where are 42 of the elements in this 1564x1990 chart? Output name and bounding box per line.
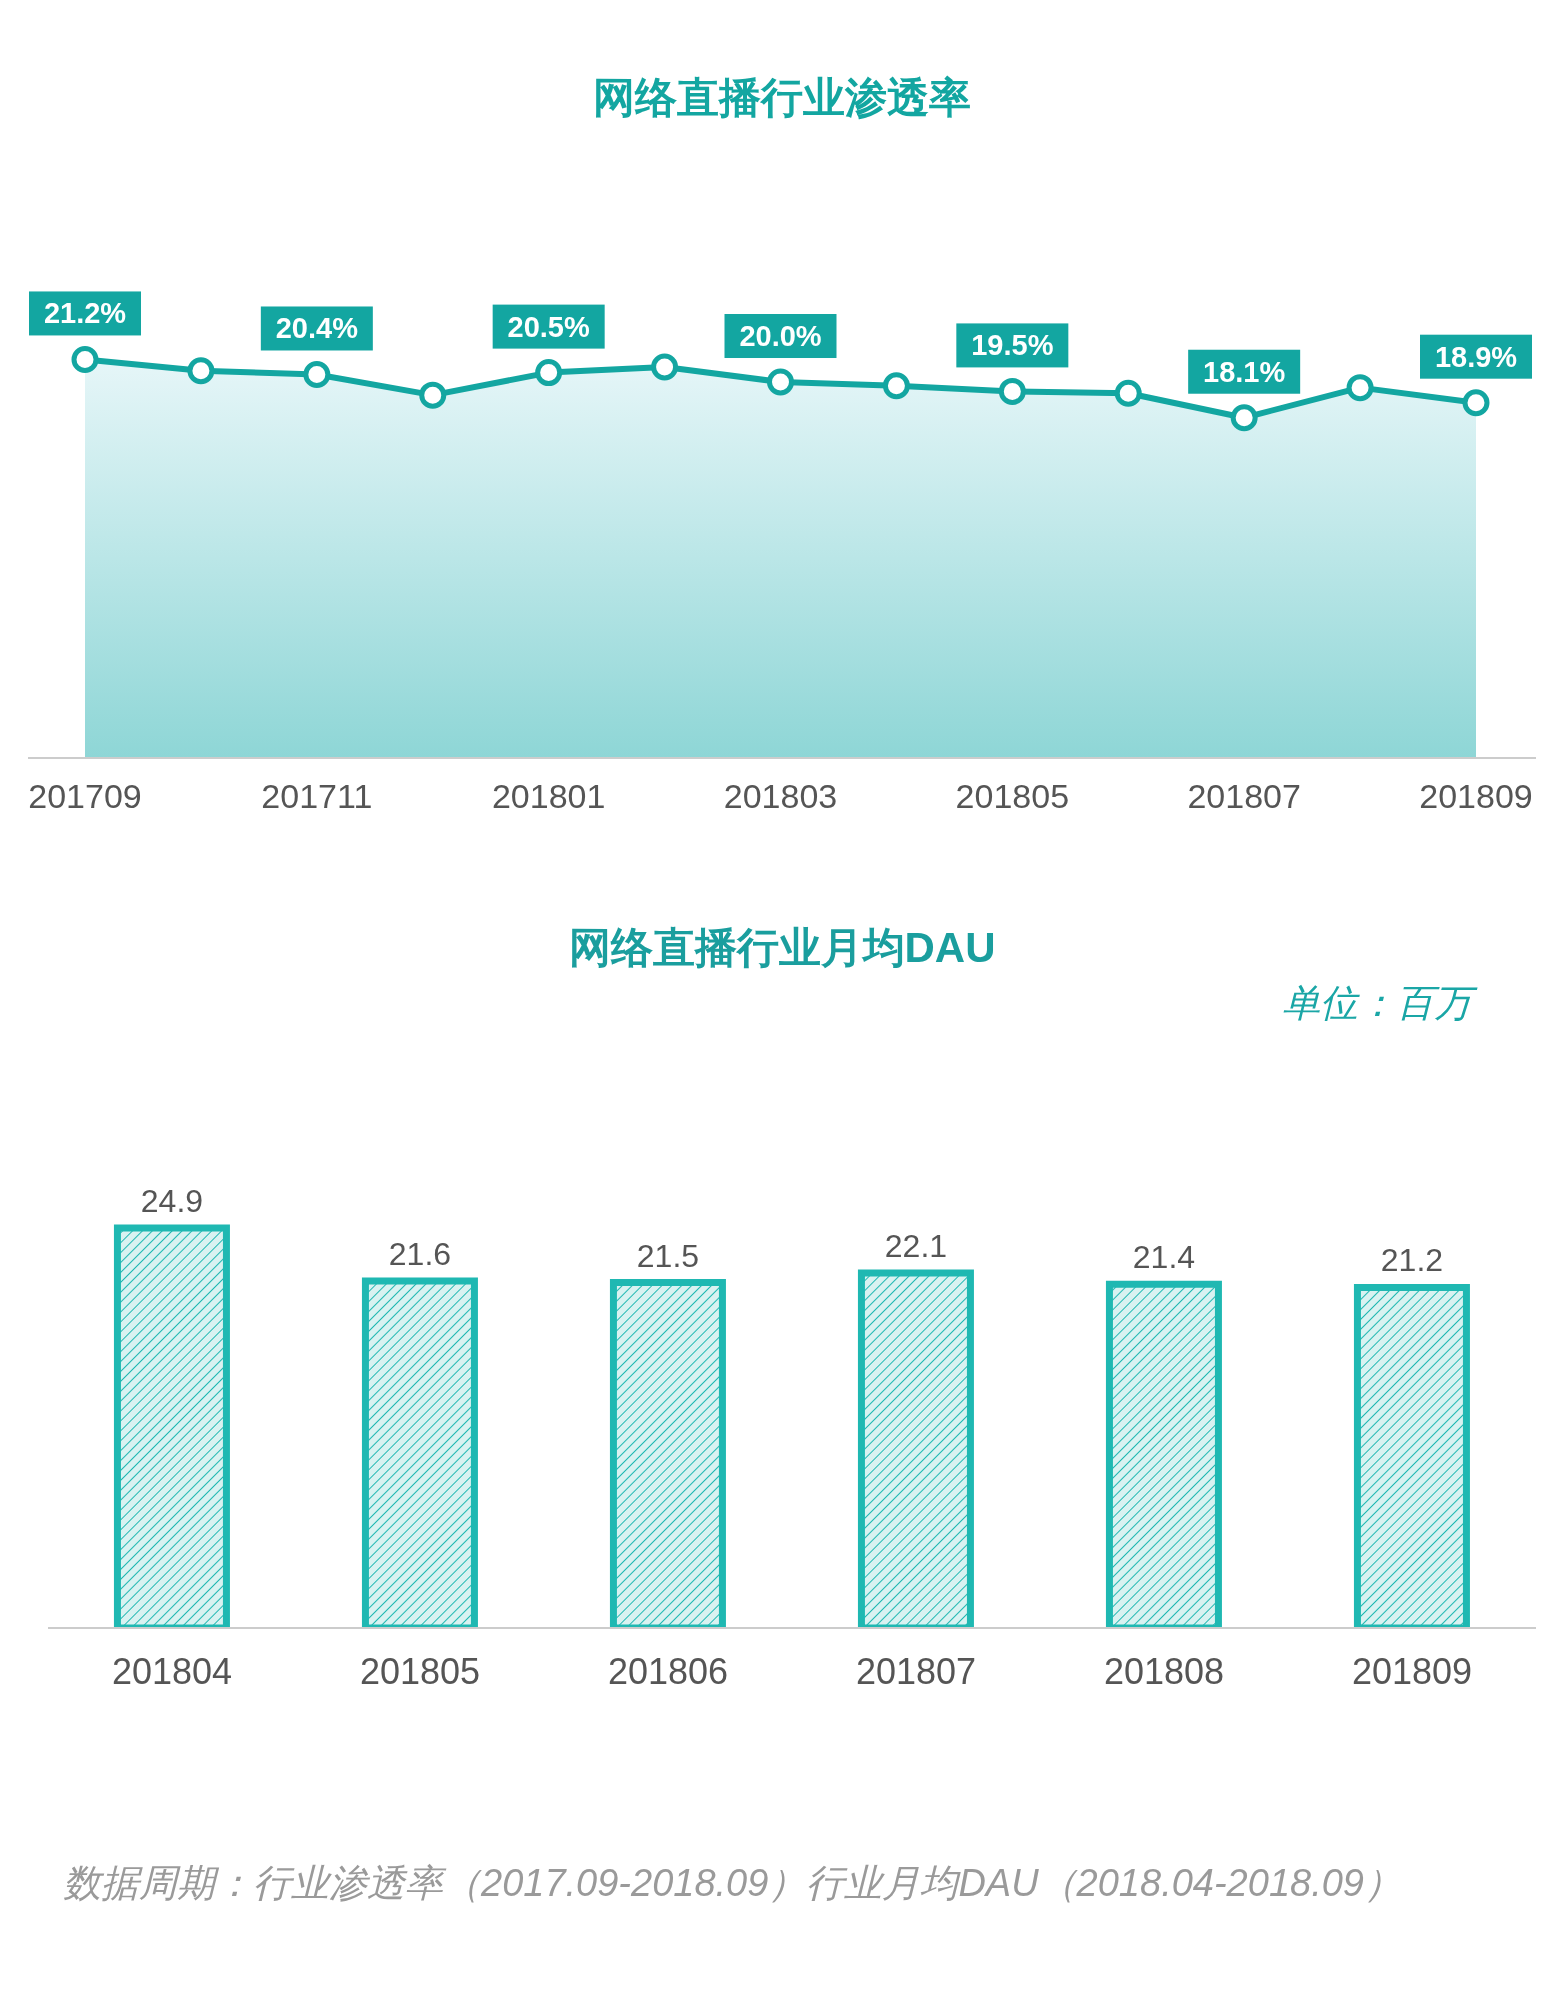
point [71, 345, 99, 373]
x-tick-label: 201809 [1419, 777, 1533, 816]
chart-title: 网络直播行业渗透率 [592, 73, 972, 123]
data-label: 21.4 [1132, 1239, 1196, 1276]
data-label: 20.5% [507, 310, 590, 343]
x-tick-label: 201807 [1187, 777, 1301, 816]
x-tick-label: 201807 [855, 1650, 977, 1692]
chart-title: 网络直播行业月均DAU [567, 923, 997, 973]
point [651, 353, 679, 381]
text: 数据周期：行业渗透率（2017.09-2018.09）行业月均DAU（2018.04-2018.09） [63, 1861, 1403, 1906]
data-label: 20.0% [739, 320, 822, 353]
point [303, 360, 331, 388]
x-tick-label: 201805 [955, 777, 1070, 816]
point [1346, 374, 1374, 402]
point [882, 372, 910, 400]
x-tick-label: 201709 [28, 777, 142, 816]
x-tick-label: 201803 [723, 777, 838, 816]
data-label: 21.2 [1380, 1242, 1444, 1279]
point [187, 357, 215, 385]
data-label: 19.5% [971, 329, 1054, 362]
point [767, 368, 794, 396]
data-label: 22.1 [884, 1227, 948, 1264]
point [1230, 404, 1258, 432]
x-tick-label: 201711 [261, 777, 373, 816]
point [1114, 379, 1142, 407]
x-tick-label: 201808 [1103, 1650, 1225, 1692]
x-tick-label: 201804 [111, 1650, 233, 1692]
data-label: 21.2% [43, 297, 127, 330]
data-label: 18.9% [1434, 340, 1518, 373]
x-tick-label: 201809 [1351, 1650, 1473, 1692]
x-tick-label: 201801 [491, 777, 606, 816]
data-label: 18.1% [1203, 355, 1286, 388]
x-tick-label: 201806 [607, 1650, 729, 1692]
point [419, 381, 447, 409]
data-label: 24.9 [140, 1183, 204, 1219]
x-tick-label: 201805 [359, 1650, 481, 1692]
point [535, 359, 563, 387]
point [998, 377, 1026, 405]
point [1462, 389, 1490, 417]
data-label: 20.4% [275, 312, 359, 345]
data-label: 21.5 [636, 1237, 700, 1274]
data-label: 21.6 [388, 1236, 452, 1273]
